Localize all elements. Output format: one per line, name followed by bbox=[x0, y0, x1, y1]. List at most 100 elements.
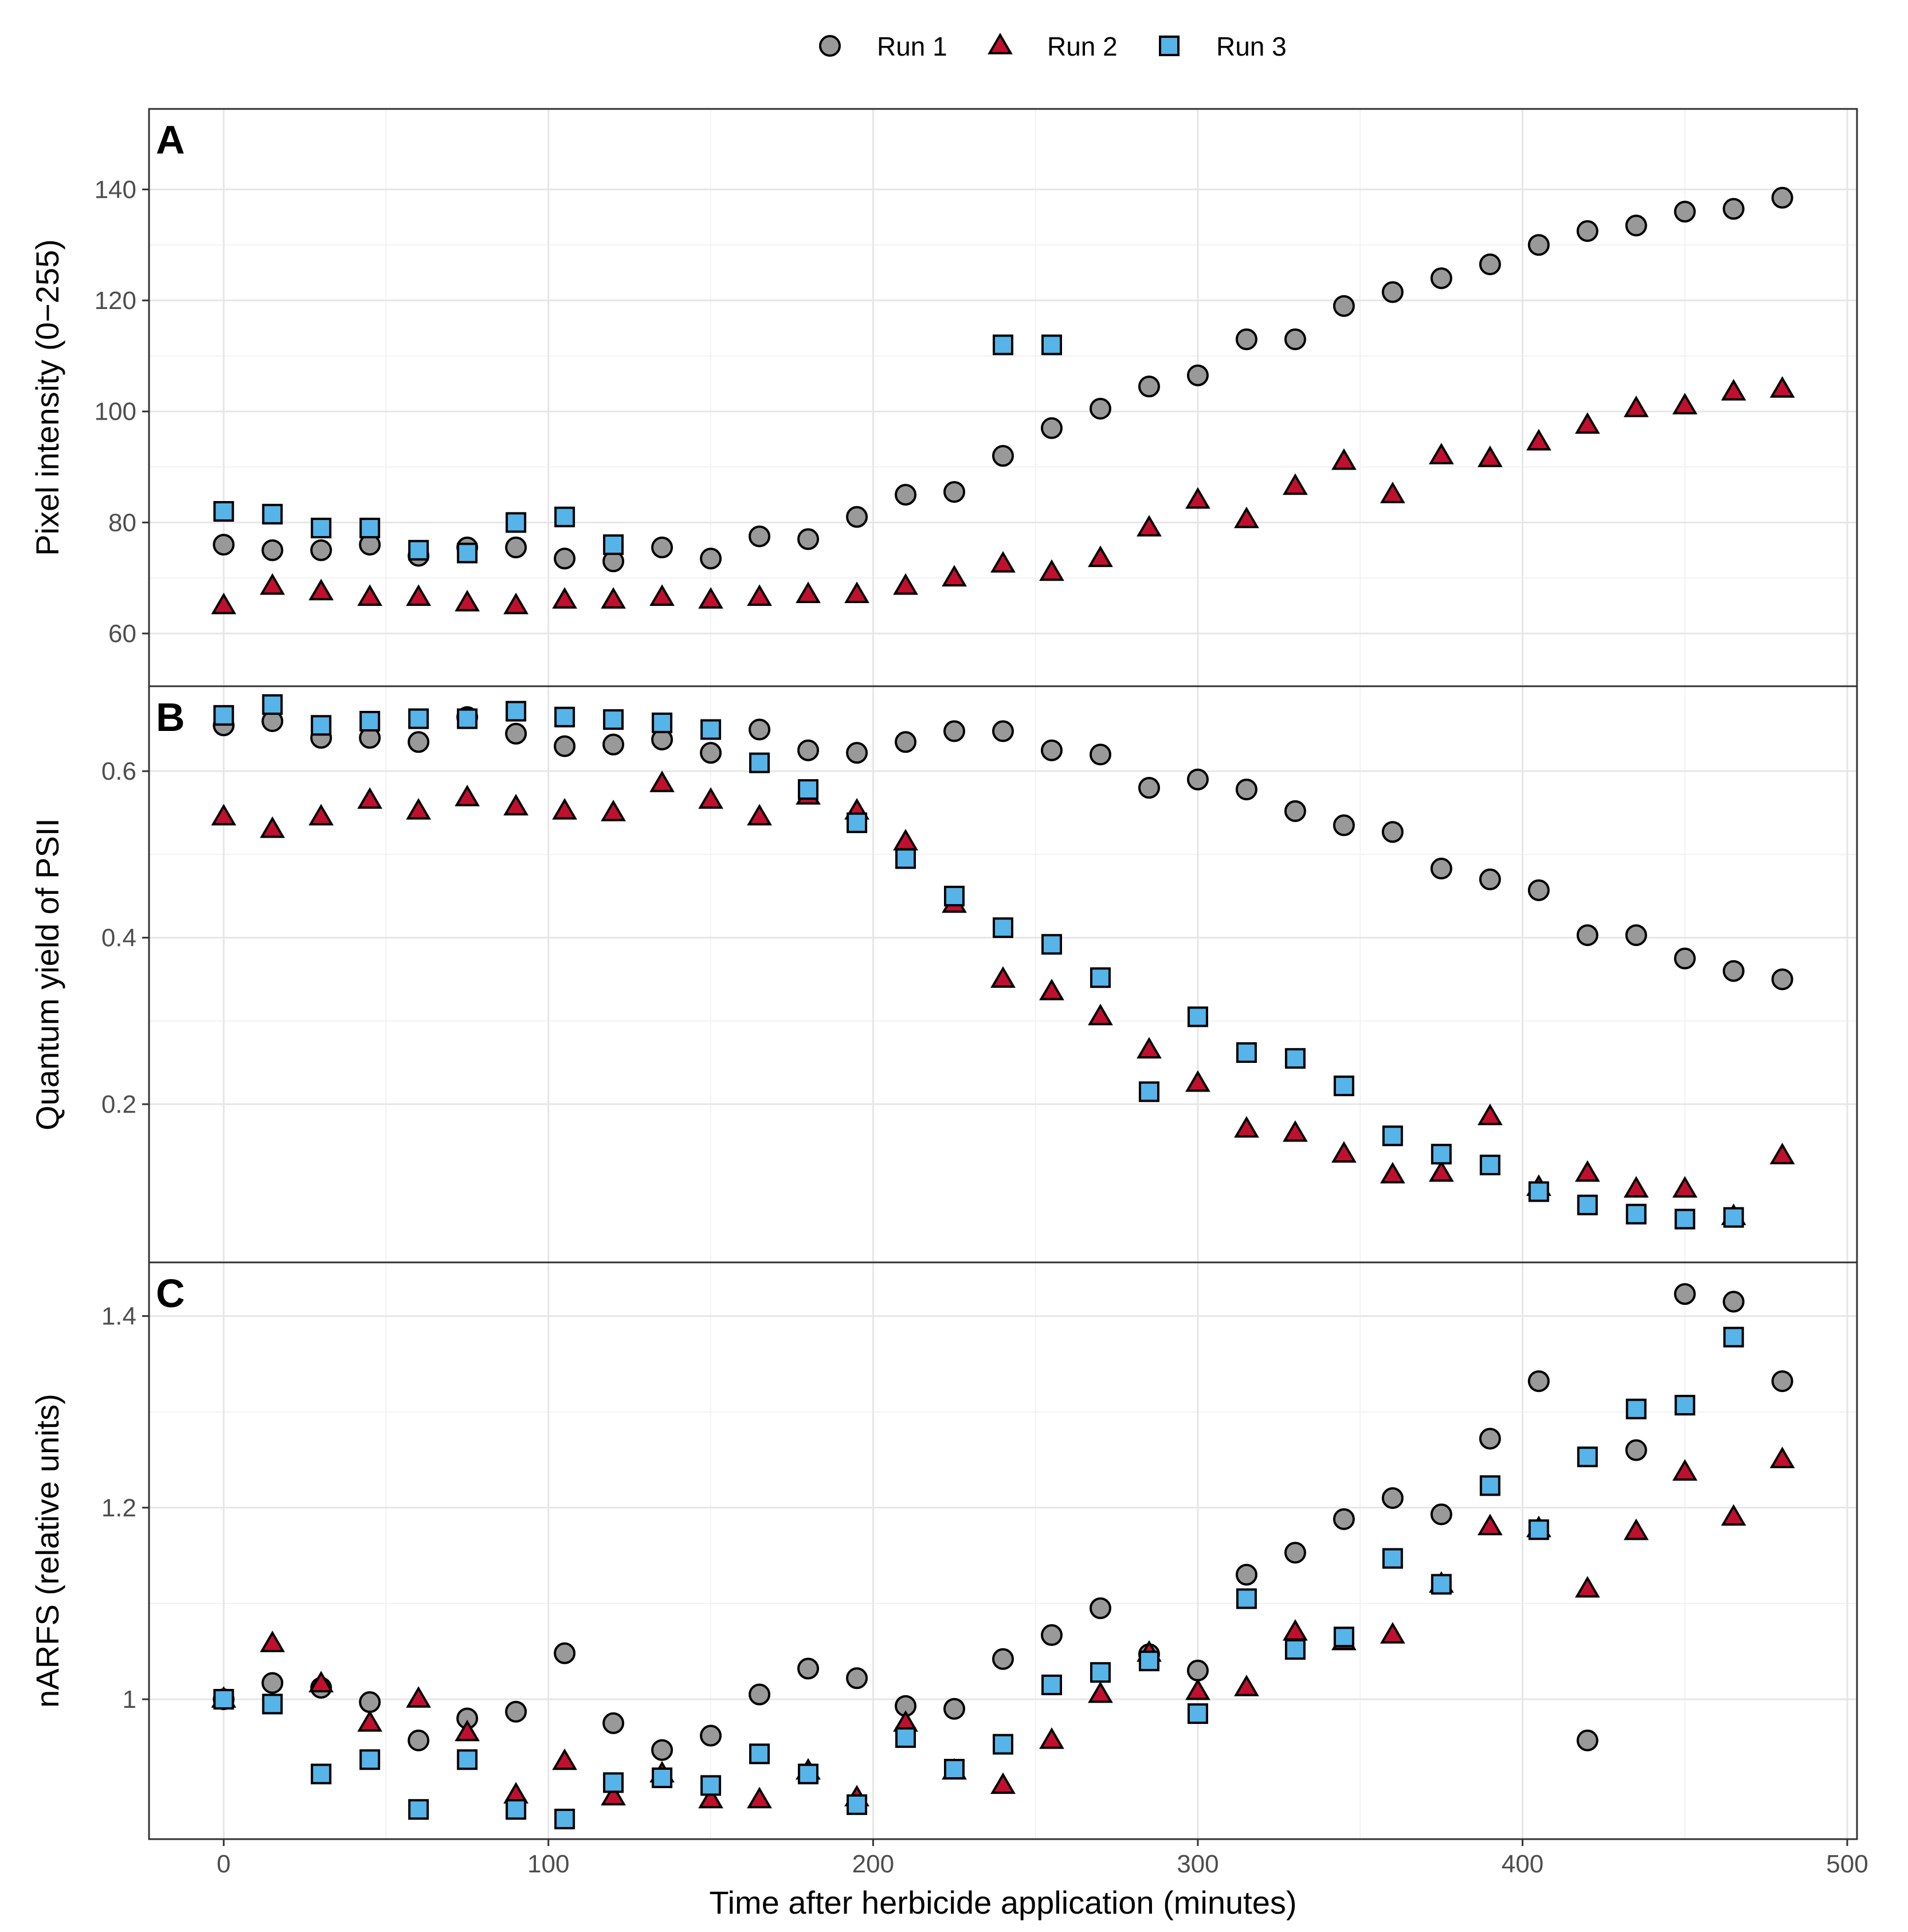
point-run1 bbox=[846, 506, 868, 528]
point-run1 bbox=[1674, 947, 1696, 969]
point-run1 bbox=[651, 1739, 673, 1761]
point-run3 bbox=[1528, 1181, 1549, 1202]
point-run2 bbox=[503, 793, 529, 816]
series-run1 bbox=[213, 1283, 1793, 1761]
point-run1 bbox=[1089, 1597, 1111, 1620]
point-run1 bbox=[797, 739, 820, 761]
point-run1 bbox=[602, 1712, 625, 1734]
point-run1 bbox=[408, 731, 430, 753]
point-run1 bbox=[310, 539, 332, 561]
panel-b: 0.2 0.4 0.6 Quantum yield of PSII B bbox=[29, 685, 1858, 1264]
point-run2 bbox=[1088, 1681, 1113, 1703]
point-run3 bbox=[262, 503, 283, 525]
point-run1 bbox=[261, 1672, 284, 1694]
point-run1 bbox=[1284, 1542, 1306, 1564]
point-run1 bbox=[700, 1724, 722, 1747]
point-run1 bbox=[408, 1729, 430, 1751]
point-run3 bbox=[506, 512, 527, 533]
series-run3 bbox=[213, 1327, 1744, 1829]
point-run3 bbox=[1236, 1042, 1257, 1063]
point-run3 bbox=[1041, 1674, 1062, 1695]
point-run3 bbox=[554, 1808, 575, 1829]
y-tick-label: 80 bbox=[108, 509, 136, 537]
point-run2 bbox=[1039, 559, 1064, 581]
point-run1 bbox=[749, 718, 771, 741]
point-run2 bbox=[1672, 1176, 1698, 1198]
point-run1 bbox=[1381, 281, 1404, 303]
point-run2 bbox=[1283, 473, 1308, 495]
point-run1 bbox=[1771, 968, 1793, 991]
point-run1 bbox=[1138, 777, 1160, 799]
point-run2 bbox=[1721, 378, 1746, 401]
point-run1 bbox=[1674, 201, 1696, 223]
point-run3 bbox=[457, 708, 478, 729]
point-run1 bbox=[846, 742, 868, 764]
y-tick-label: 0.4 bbox=[101, 924, 136, 952]
point-run2 bbox=[260, 816, 285, 838]
point-run2 bbox=[990, 551, 1016, 573]
point-run1 bbox=[1722, 960, 1745, 982]
point-run2 bbox=[357, 787, 383, 809]
panels: 60 80 100 120 140 Pixel intensity (0−255) A 0.2… bbox=[29, 108, 1868, 1878]
point-run1 bbox=[1333, 1508, 1355, 1530]
point-run1 bbox=[505, 1700, 527, 1723]
point-run2 bbox=[1088, 1003, 1113, 1026]
point-run2 bbox=[308, 804, 334, 826]
point-run3 bbox=[1041, 934, 1062, 955]
point-run1 bbox=[554, 547, 576, 570]
series-run3 bbox=[213, 334, 1062, 564]
point-run1 bbox=[554, 735, 576, 757]
point-run3 bbox=[993, 1734, 1013, 1755]
point-run1 bbox=[505, 536, 527, 558]
point-run2 bbox=[1234, 1116, 1259, 1138]
point-run3 bbox=[1723, 1207, 1744, 1228]
point-run3 bbox=[1382, 1548, 1403, 1569]
point-run3 bbox=[1577, 1194, 1598, 1215]
point-run2 bbox=[1574, 412, 1600, 434]
point-run2 bbox=[601, 587, 626, 609]
point-run3 bbox=[1284, 1639, 1306, 1660]
point-run3 bbox=[603, 534, 624, 556]
point-run1 bbox=[261, 539, 284, 561]
point-run2 bbox=[1623, 1518, 1649, 1540]
x-tick-label: 400 bbox=[1502, 1850, 1543, 1878]
point-run1 bbox=[846, 1667, 868, 1689]
point-run3 bbox=[1138, 1081, 1159, 1102]
legend-label-run2: Run 2 bbox=[1047, 32, 1118, 61]
point-run3 bbox=[993, 334, 1013, 355]
point-run2 bbox=[1428, 443, 1454, 464]
point-run1 bbox=[505, 722, 527, 745]
point-run3 bbox=[1479, 1155, 1500, 1176]
x-tick-label: 0 bbox=[217, 1850, 230, 1878]
point-run3 bbox=[1479, 1475, 1500, 1496]
x-tick-label: 500 bbox=[1826, 1850, 1868, 1878]
point-run2 bbox=[1769, 1143, 1795, 1164]
point-run3 bbox=[749, 1743, 770, 1765]
point-run2 bbox=[552, 798, 578, 820]
point-run3 bbox=[1090, 967, 1111, 988]
point-run2 bbox=[1769, 1446, 1795, 1469]
point-run2 bbox=[260, 573, 285, 595]
x-tick-label: 300 bbox=[1177, 1850, 1219, 1878]
point-run1 bbox=[359, 1691, 381, 1714]
point-run1 bbox=[943, 481, 966, 503]
panel-a: 60 80 100 120 140 Pixel intensity (0−255) A bbox=[29, 108, 1858, 687]
point-run3 bbox=[603, 709, 624, 730]
point-run1 bbox=[1430, 858, 1452, 880]
point-run1 bbox=[1479, 868, 1501, 890]
point-run1 bbox=[1479, 253, 1501, 276]
point-run2 bbox=[1137, 515, 1162, 537]
y-axis-title: Pixel intensity (0−255) bbox=[29, 239, 65, 556]
point-run3 bbox=[1333, 1075, 1354, 1097]
point-run1 bbox=[1430, 267, 1452, 290]
point-run1 bbox=[1722, 1290, 1745, 1313]
point-run3 bbox=[213, 705, 234, 726]
point-run2 bbox=[1477, 1104, 1503, 1125]
point-run2 bbox=[455, 1719, 480, 1742]
point-run1 bbox=[1333, 295, 1355, 317]
point-run2 bbox=[796, 581, 821, 604]
point-run3 bbox=[262, 1694, 283, 1715]
y-tick-label: 140 bbox=[95, 175, 136, 204]
point-run1 bbox=[992, 720, 1014, 742]
